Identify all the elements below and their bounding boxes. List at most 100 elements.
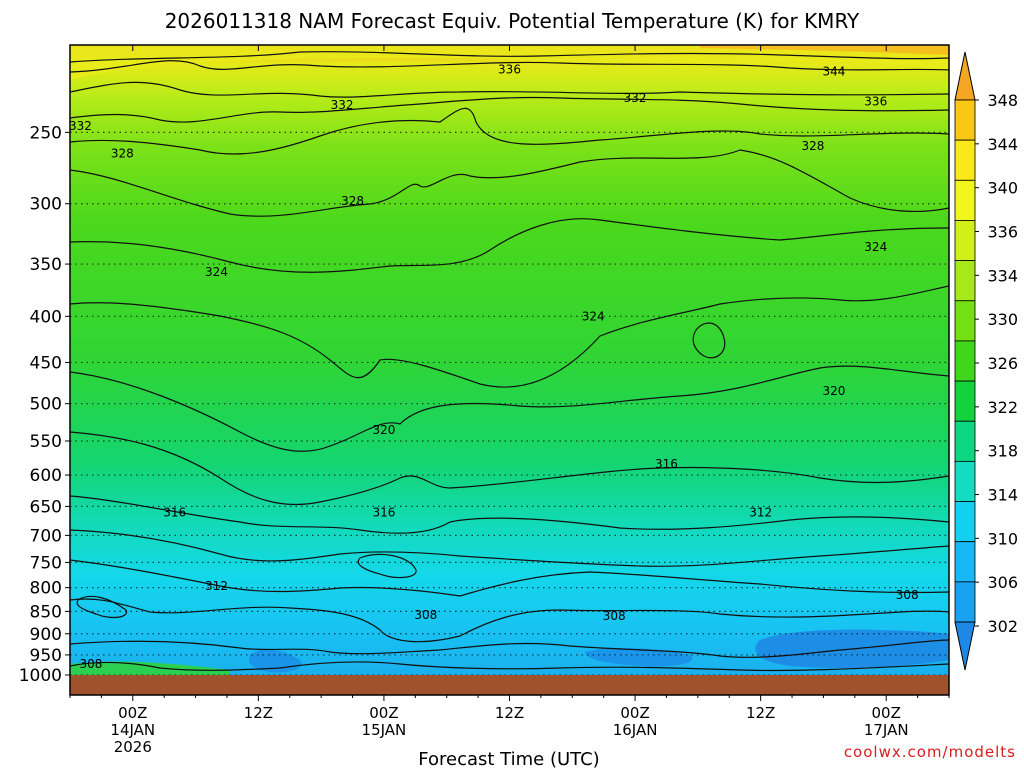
contour-line [69, 218, 950, 273]
contour-label: 332 [69, 119, 92, 133]
contour-label: 316 [163, 505, 186, 519]
contour-label: 336 [864, 94, 887, 108]
x-tick-label: 00Z [620, 704, 649, 722]
contour-line [69, 661, 950, 672]
contour-label: 316 [372, 505, 395, 519]
colorbar-segment [954, 340, 976, 382]
colorbar-label: 334 [987, 266, 1018, 285]
contour-label: 308 [79, 657, 102, 671]
y-tick-label: 300 [30, 195, 62, 215]
x-tick-label: 00Z [369, 704, 398, 722]
y-tick-label: 750 [30, 553, 62, 573]
contour-line [69, 96, 950, 123]
x-tick-label: 14JAN [110, 721, 155, 739]
x-axis-label: Forecast Time (UTC) [418, 749, 599, 768]
contour-closed [692, 322, 726, 359]
colorbar: 348 344 340 336 334 330 326 322 318 314 310 306 302 [954, 51, 1018, 671]
contour-line [69, 495, 950, 534]
colorbar-label: 306 [987, 573, 1018, 592]
colorbar-segment [954, 99, 976, 141]
contour-label: 324 [205, 265, 228, 279]
contour-line [69, 365, 950, 452]
colorbar-label: 344 [987, 135, 1018, 154]
colorbar-label: 318 [987, 442, 1018, 461]
y-tick-label: 350 [30, 255, 62, 275]
contour-line [69, 107, 950, 155]
contour-label: 312 [205, 579, 228, 593]
patch-green-surface [70, 661, 230, 675]
contour-line [69, 639, 950, 658]
colorbar-segment [954, 260, 976, 302]
contour-label: 344 [822, 64, 845, 78]
contour-lines [69, 51, 950, 672]
x-tick-label: 12Z [495, 704, 524, 722]
colorbar-label: 326 [987, 354, 1018, 373]
colorbar-segment [954, 420, 976, 462]
x-tick-label: 16JAN [613, 721, 658, 739]
contour-label: 316 [655, 457, 678, 471]
y-tick-label: 450 [30, 353, 62, 373]
contour-line [69, 529, 950, 567]
patch-dark-blue-3 [585, 648, 693, 667]
contour-label: 332 [331, 98, 354, 112]
contour-label: 308 [896, 588, 919, 602]
x-tick-label: 12Z [244, 704, 273, 722]
colorbar-label: 330 [987, 310, 1018, 329]
contour-label: 308 [603, 609, 626, 623]
contour-closed [357, 553, 417, 579]
colorbar-top-arrow [954, 51, 976, 101]
contour-line [69, 51, 950, 63]
contour-label: 324 [864, 240, 887, 254]
x-tick-label: 15JAN [362, 721, 407, 739]
y-tick-label: 400 [30, 307, 62, 327]
theta-e-field [70, 45, 949, 675]
y-tick-label: 800 [30, 579, 62, 599]
contour-line [69, 598, 950, 643]
contour-label: 312 [749, 505, 772, 519]
colorbar-label: 302 [987, 617, 1018, 636]
y-tick-label: 850 [30, 602, 62, 622]
contour-label: 332 [624, 91, 647, 105]
contour-label: 324 [582, 309, 605, 323]
colorbar-label: 340 [987, 179, 1018, 198]
colorbar-label: 336 [987, 223, 1018, 242]
colorbar-label: 310 [987, 529, 1018, 548]
y-tick-label: 900 [30, 625, 62, 645]
contour-line [69, 81, 950, 98]
y-tick-label: 600 [30, 466, 62, 486]
colorbar-segment [954, 179, 976, 221]
y-axis: 250 300 350 400 450 500 550 600 650 700 750 800 850 9… [19, 123, 70, 686]
colorbar-segment [954, 541, 976, 583]
contour-labels: 336 344 332 332 336 332 328 328 328 324 324 324 320 3… [69, 63, 919, 671]
chart-title: 2026011318 NAM Forecast Equiv. Potential… [165, 9, 860, 33]
colorbar-segment [954, 460, 976, 502]
y-tick-label: 1000 [19, 666, 62, 686]
colorbar-segment [954, 220, 976, 262]
contour-closed [76, 595, 128, 619]
contour-line [69, 285, 950, 388]
contour-line [69, 431, 950, 506]
contour-label: 328 [802, 139, 825, 153]
y-tick-label: 250 [30, 123, 62, 143]
y-tick-label: 550 [30, 432, 62, 452]
contour-label: 320 [372, 423, 395, 437]
contour-label: 328 [341, 194, 364, 208]
colorbar-segment [954, 380, 976, 422]
contour-label: 308 [414, 608, 437, 622]
colorbar-segment [954, 581, 976, 623]
contour-label: 336 [498, 63, 521, 77]
patch-orange-top [700, 45, 949, 55]
x-tick-label: 2026 [114, 738, 152, 756]
colorbar-bottom-arrow [954, 621, 976, 671]
ground-strip [70, 675, 949, 695]
colorbar-segment [954, 139, 976, 181]
y-tick-label: 700 [30, 526, 62, 546]
credit-text: coolwx.com/modelts [844, 743, 1016, 761]
y-tick-label: 500 [30, 395, 62, 415]
y-tick-label: 650 [30, 497, 62, 517]
colorbar-segment [954, 300, 976, 342]
x-tick-label: 12Z [746, 704, 775, 722]
x-tick-label: 00Z [872, 704, 901, 722]
